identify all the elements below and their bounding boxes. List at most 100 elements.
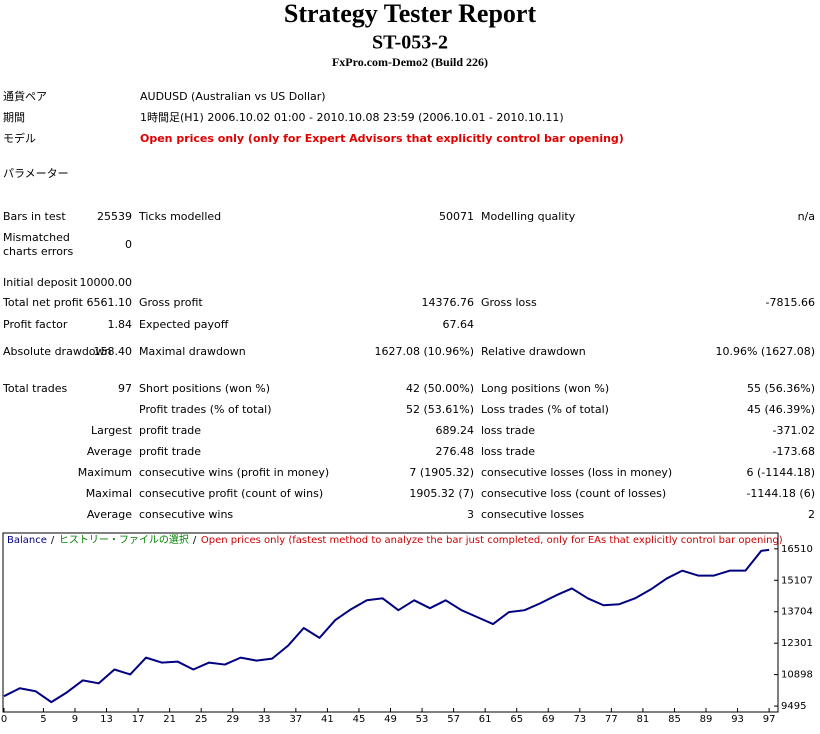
x-tick-label: 9 bbox=[72, 714, 78, 725]
stat-value: -173.68 bbox=[773, 445, 815, 458]
legend-sep: / bbox=[193, 535, 197, 546]
stat-label: Total net profit bbox=[2, 296, 84, 309]
info-label: 期間 bbox=[3, 111, 25, 124]
stat-label: consecutive losses (loss in money) bbox=[481, 466, 672, 479]
stat-label-line: Mismatched bbox=[3, 231, 70, 244]
stat-label: consecutive loss (count of losses) bbox=[481, 487, 666, 500]
stat-label: Profit factor bbox=[3, 318, 68, 331]
stat-value: 42 (50.00%) bbox=[406, 382, 474, 395]
chart-frame bbox=[2, 532, 779, 713]
stat-label: loss trade bbox=[481, 424, 535, 437]
stat-label: consecutive profit (count of wins) bbox=[139, 487, 323, 500]
stat-label: Maximal drawdown bbox=[139, 345, 246, 358]
x-tick-label: 0 bbox=[1, 714, 7, 725]
stat-value: 0 bbox=[125, 238, 132, 251]
stat-value: 25539 bbox=[97, 210, 132, 223]
x-tick-label: 49 bbox=[384, 714, 397, 725]
x-tick-label: 61 bbox=[479, 714, 492, 725]
stat-label: Expected payoff bbox=[139, 318, 229, 331]
stat-value: Maximal bbox=[86, 487, 132, 500]
stat-label: Bars in test bbox=[3, 210, 66, 223]
stat-value: 55 (56.36%) bbox=[747, 382, 815, 395]
stat-value: 52 (53.61%) bbox=[406, 403, 474, 416]
stat-label: Gross loss bbox=[481, 296, 537, 309]
stat-value: 689.24 bbox=[436, 424, 475, 437]
stat-value: Maximum bbox=[78, 466, 132, 479]
x-tick-label: 41 bbox=[321, 714, 334, 725]
stat-value: -7815.66 bbox=[766, 296, 815, 309]
stat-value: 1905.32 (7) bbox=[409, 487, 474, 500]
x-tick-label: 25 bbox=[195, 714, 208, 725]
stat-label: Loss trades (% of total) bbox=[481, 403, 609, 416]
legend-sep: / bbox=[51, 535, 55, 546]
x-tick-label: 65 bbox=[510, 714, 523, 725]
x-tick-label: 77 bbox=[605, 714, 618, 725]
x-tick-label: 17 bbox=[132, 714, 145, 725]
stat-label: Initial deposit bbox=[3, 276, 78, 289]
legend-entry: Open prices only (fastest method to anal… bbox=[201, 535, 783, 546]
stat-value: 45 (46.39%) bbox=[747, 403, 815, 416]
stat-value: 2 bbox=[808, 508, 815, 521]
x-tick-label: 93 bbox=[731, 714, 744, 725]
x-tick-label: 69 bbox=[542, 714, 555, 725]
stat-value: 6 (-1144.18) bbox=[746, 466, 815, 479]
x-tick-label: 29 bbox=[226, 714, 239, 725]
x-tick-label: 5 bbox=[40, 714, 46, 725]
stat-label: Profit trades (% of total) bbox=[139, 403, 272, 416]
stat-label: Total trades bbox=[2, 382, 68, 395]
stat-value: 1.84 bbox=[108, 318, 133, 331]
stat-value: 97 bbox=[118, 382, 132, 395]
balance-line bbox=[3, 548, 770, 704]
stat-label: Long positions (won %) bbox=[481, 382, 609, 395]
server: FxPro.com-Demo2 (Build 226) bbox=[332, 55, 488, 69]
x-tick-label: 21 bbox=[163, 714, 176, 725]
stat-label: Short positions (won %) bbox=[139, 382, 270, 395]
stat-value: 3 bbox=[467, 508, 474, 521]
stat-label: Ticks modelled bbox=[138, 210, 221, 223]
stat-label: Absolute drawdown bbox=[3, 345, 112, 358]
stat-value: 10.96% (1627.08) bbox=[715, 345, 815, 358]
info-value: 1時間足(H1) 2006.10.02 01:00 - 2010.10.08 2… bbox=[140, 111, 564, 124]
stat-label: loss trade bbox=[481, 445, 535, 458]
stat-value: -1144.18 (6) bbox=[746, 487, 815, 500]
y-tick-label: 12301 bbox=[781, 638, 813, 649]
stat-value: n/a bbox=[798, 210, 815, 223]
stat-value: Average bbox=[87, 508, 132, 521]
y-tick-label: 15107 bbox=[781, 575, 813, 586]
legend-entry: Balance bbox=[7, 535, 47, 546]
x-tick-label: 73 bbox=[573, 714, 586, 725]
x-tick-label: 33 bbox=[258, 714, 271, 725]
info-label: パラメーター bbox=[3, 167, 69, 180]
stat-label: consecutive losses bbox=[481, 508, 584, 521]
stat-value: 14376.76 bbox=[422, 296, 475, 309]
x-tick-label: 97 bbox=[763, 714, 776, 725]
x-tick-label: 53 bbox=[416, 714, 429, 725]
stat-label: Modelling quality bbox=[481, 210, 576, 223]
info-label: 通貨ペア bbox=[3, 89, 47, 103]
stat-label: profit trade bbox=[139, 445, 201, 458]
x-tick-label: 45 bbox=[353, 714, 366, 725]
stat-label: consecutive wins (profit in money) bbox=[139, 466, 329, 479]
stat-label: Gross profit bbox=[139, 296, 203, 309]
stat-value: 6561.10 bbox=[87, 296, 133, 309]
stat-label: consecutive wins bbox=[139, 508, 233, 521]
info-label: モデル bbox=[3, 131, 36, 145]
report-title: Strategy Tester Report bbox=[284, 0, 537, 28]
stat-value: 7 (1905.32) bbox=[409, 466, 474, 479]
x-tick-label: 81 bbox=[637, 714, 650, 725]
stat-label: profit trade bbox=[139, 424, 201, 437]
x-tick-label: 37 bbox=[289, 714, 302, 725]
x-tick-label: 85 bbox=[668, 714, 681, 725]
report-subtitle: ST-053-2 bbox=[372, 32, 448, 54]
stat-value: Average bbox=[87, 445, 132, 458]
stat-value: 10000.00 bbox=[80, 276, 133, 289]
stat-value: 158.40 bbox=[94, 345, 133, 358]
stat-value: -371.02 bbox=[773, 424, 815, 437]
stat-value: 1627.08 (10.96%) bbox=[374, 345, 474, 358]
y-tick-label: 9495 bbox=[781, 701, 806, 712]
x-tick-label: 13 bbox=[100, 714, 113, 725]
info-value: AUDUSD (Australian vs US Dollar) bbox=[140, 90, 326, 103]
x-tick-label: 89 bbox=[700, 714, 713, 725]
stat-label-line: charts errors bbox=[3, 245, 73, 258]
